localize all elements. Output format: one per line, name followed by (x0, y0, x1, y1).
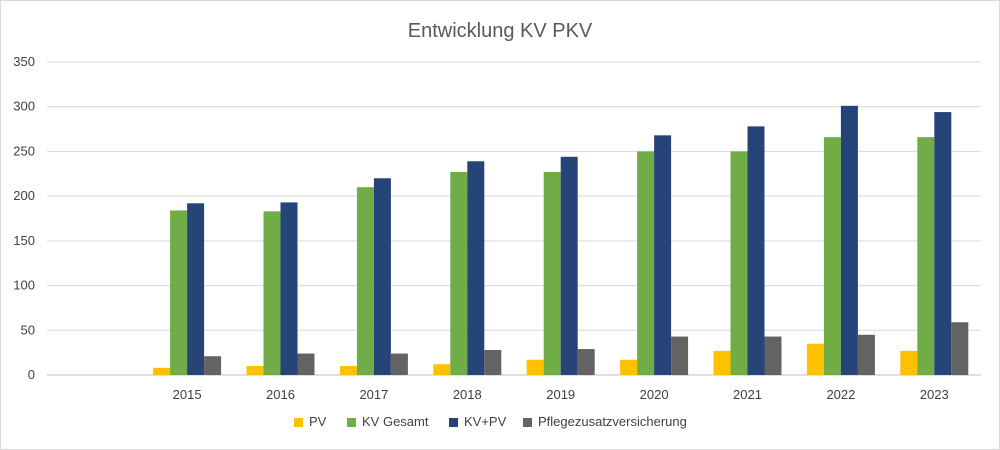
bar-kv-gesamt-2015 (170, 210, 188, 375)
y-tick-label: 100 (13, 278, 35, 293)
bar-kv-pv-2020 (654, 135, 672, 375)
bar-pflegezusatzversicherung-2019 (577, 349, 595, 375)
bar-kv-pv-2023 (934, 112, 952, 375)
x-tick-label: 2023 (920, 387, 949, 402)
x-tick-label: 2019 (546, 387, 575, 402)
bar-pflegezusatzversicherung-2017 (390, 353, 408, 375)
bar-kv-gesamt-2020 (637, 151, 655, 375)
bar-pv-2022 (806, 343, 824, 375)
y-axis-ticks: 0 50 100 150 200 250 300 350 (13, 54, 35, 382)
x-tick-label: 2017 (359, 387, 388, 402)
bar-kv-gesamt-2022 (823, 137, 841, 375)
legend-swatch (294, 418, 303, 427)
bar-pflegezusatzversicherung-2016 (297, 353, 315, 375)
bar-kv-pv-2015 (187, 203, 205, 375)
bar-kv-pv-2022 (840, 105, 858, 375)
bar-kv-pv-2021 (747, 126, 765, 375)
chart-title: Entwicklung KV PKV (408, 20, 593, 42)
bar-kv-gesamt-2018 (450, 171, 468, 375)
legend-label: Pflegezusatzversicherung (538, 414, 687, 429)
y-tick-label: 350 (13, 54, 35, 69)
bar-kv-gesamt-2023 (917, 137, 935, 375)
legend-swatch (523, 418, 532, 427)
y-tick-label: 150 (13, 233, 35, 248)
bar-pv-2018 (433, 364, 451, 375)
y-tick-label: 0 (28, 367, 35, 382)
bar-kv-pv-2019 (560, 156, 578, 375)
legend-item-kv-gesamt: KV Gesamt (347, 414, 429, 429)
bar-pv-2021 (713, 350, 731, 375)
bar-pflegezusatzversicherung-2018 (484, 349, 502, 375)
bar-pflegezusatzversicherung-2021 (764, 336, 782, 375)
x-axis-ticks: 2015 2016 2017 2018 2019 2020 2021 2022 2023 (173, 387, 949, 402)
bar-kv-gesamt-2016 (263, 211, 281, 375)
legend-label: KV+PV (464, 414, 507, 429)
x-tick-label: 2016 (266, 387, 295, 402)
bar-pv-2015 (153, 367, 171, 375)
bar-kv-pv-2016 (280, 202, 298, 375)
x-tick-label: 2021 (733, 387, 762, 402)
x-tick-label: 2018 (453, 387, 482, 402)
legend-item-pv: PV (294, 414, 327, 429)
bar-kv-pv-2018 (467, 161, 485, 375)
bar-kv-pv-2017 (373, 178, 391, 375)
legend-item-pflegezusatzversicherung: Pflegezusatzversicherung (523, 414, 687, 429)
legend-swatch (347, 418, 356, 427)
legend: PV KV Gesamt KV+PV Pflegezusatzversicherung (294, 414, 687, 429)
bar-pv-2016 (246, 366, 264, 375)
bar-pflegezusatzversicherung-2022 (857, 334, 875, 375)
bar-kv-gesamt-2021 (730, 151, 748, 375)
bar-pv-2017 (339, 366, 357, 375)
x-tick-label: 2020 (640, 387, 669, 402)
bar-kv-gesamt-2019 (543, 171, 561, 375)
bar-pv-2023 (900, 350, 918, 375)
bar-pflegezusatzversicherung-2020 (671, 336, 689, 375)
bar-pflegezusatzversicherung-2015 (204, 356, 222, 375)
x-tick-label: 2015 (173, 387, 202, 402)
legend-label: PV (309, 414, 327, 429)
y-tick-label: 200 (13, 188, 35, 203)
bar-pv-2020 (620, 359, 638, 375)
legend-swatch (449, 418, 458, 427)
bars (153, 105, 969, 375)
y-tick-label: 300 (13, 99, 35, 114)
y-tick-label: 50 (21, 322, 35, 337)
x-tick-label: 2022 (826, 387, 855, 402)
legend-item-kv-pv: KV+PV (449, 414, 507, 429)
bar-pv-2019 (526, 359, 544, 375)
bar-kv-gesamt-2017 (356, 187, 374, 375)
bar-pflegezusatzversicherung-2023 (951, 322, 969, 375)
legend-label: KV Gesamt (362, 414, 429, 429)
y-tick-label: 250 (13, 143, 35, 158)
